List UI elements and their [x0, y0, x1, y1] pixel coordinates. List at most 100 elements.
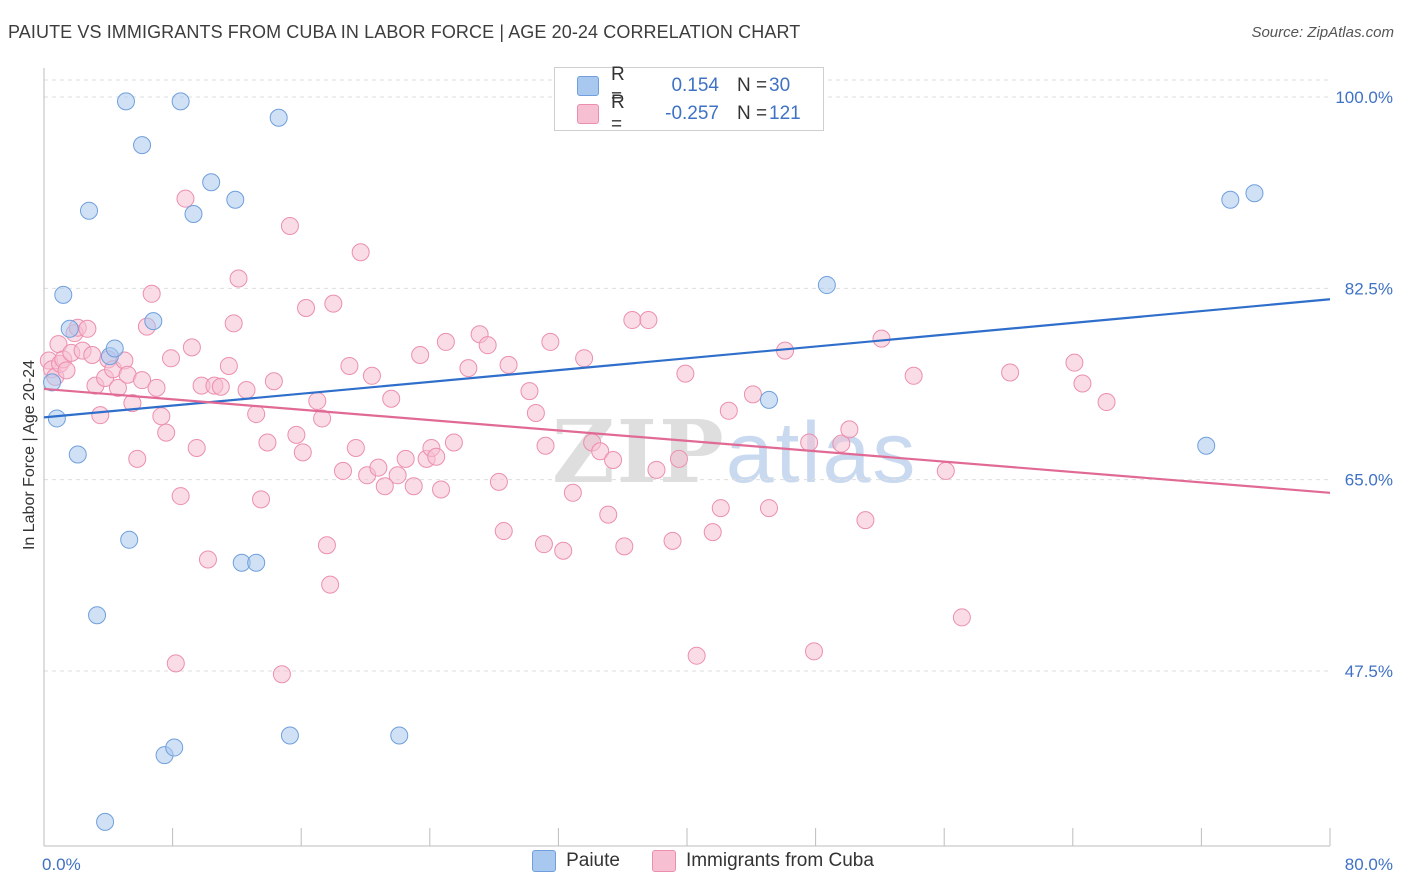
cuba-point	[1073, 374, 1092, 393]
cuba-point	[247, 405, 266, 424]
y-tick-label: 100.0%	[1335, 88, 1393, 107]
cuba-point	[133, 371, 152, 390]
chart-title: PAIUTE VS IMMIGRANTS FROM CUBA IN LABOR …	[8, 22, 801, 42]
cuba-point	[280, 217, 299, 236]
cuba-point	[719, 401, 738, 420]
paiute-point	[133, 136, 152, 155]
y-axis-title: In Labor Force | Age 20-24	[21, 360, 38, 550]
cuba-trend-line	[43, 387, 1331, 494]
cuba-point	[432, 480, 451, 499]
cuba-point	[166, 654, 185, 673]
cuba-point	[388, 466, 407, 485]
series-paiute	[43, 92, 1264, 831]
cuba-point	[615, 537, 634, 556]
x-tick-label-max: 80.0%	[1345, 855, 1393, 874]
trend-lines	[43, 298, 1331, 494]
cuba-point	[382, 389, 401, 408]
axis-labels: 100.0% 82.5% 65.0% 47.5% 0.0% 80.0% In Labor F…	[21, 88, 1393, 874]
paiute-point	[68, 445, 87, 464]
zipatlas-watermark: ZIPatlas	[552, 402, 917, 503]
r-label: R =	[611, 64, 625, 107]
cuba-point	[804, 642, 823, 661]
legend-row-paiute: R = 0.154 N = 30	[577, 64, 790, 107]
cuba-point	[237, 381, 256, 400]
n-value: 121	[769, 103, 801, 124]
r-label: R =	[611, 92, 625, 135]
paiute-swatch	[532, 850, 557, 872]
legend-item-cuba: Immigrants from Cuba	[651, 850, 874, 872]
cuba-point	[57, 361, 76, 380]
cuba-point	[362, 366, 381, 385]
cuba-point	[272, 665, 291, 684]
series-legend: Paiute Immigrants from Cuba	[0, 850, 1406, 872]
cuba-point	[639, 311, 658, 330]
cuba-point	[224, 314, 243, 333]
cuba-point	[293, 443, 312, 462]
cuba-point	[536, 436, 555, 455]
legend-label-cuba: Immigrants from Cuba	[685, 850, 874, 871]
paiute-point	[1221, 190, 1240, 209]
cuba-point	[108, 378, 127, 397]
y-tick-label: 47.5%	[1345, 662, 1393, 681]
cuba-point	[687, 646, 706, 665]
paiute-point	[116, 92, 135, 111]
correlation-legend: R = 0.154 N = 30 R = -0.257 N = 121	[554, 64, 824, 135]
cuba-point	[534, 535, 553, 554]
cuba-point	[297, 299, 316, 318]
paiute-point	[759, 390, 778, 409]
cuba-swatch	[651, 850, 676, 872]
paiute-point	[269, 108, 288, 127]
paiute-trend-line	[43, 298, 1331, 419]
paiute-point	[1197, 436, 1216, 455]
cuba-point	[171, 487, 190, 506]
cuba-point	[676, 364, 695, 383]
paiute-point	[88, 606, 107, 625]
cuba-point	[663, 531, 682, 550]
cuba-point	[520, 382, 539, 401]
cuba-point	[78, 319, 97, 338]
cuba-point	[427, 447, 446, 466]
paiute-point	[43, 373, 62, 392]
cuba-point	[324, 294, 343, 313]
cuba-point	[1097, 393, 1116, 412]
cuba-point	[1065, 353, 1084, 372]
cuba-point	[219, 356, 238, 375]
cuba-point	[258, 433, 277, 452]
cuba-point	[396, 449, 415, 468]
cuba-point	[872, 329, 891, 348]
cuba-point	[287, 425, 306, 444]
cuba-point	[623, 311, 642, 330]
cuba-point	[494, 522, 513, 541]
paiute-point	[247, 553, 266, 572]
paiute-point	[144, 312, 163, 331]
cuba-point	[128, 449, 147, 468]
cuba-point	[375, 477, 394, 496]
cuba-point	[1001, 363, 1020, 382]
paiute-point	[96, 812, 115, 831]
cuba-point	[211, 377, 230, 396]
series-immigrants-from-cuba	[39, 189, 1116, 684]
cuba-point	[554, 541, 573, 560]
cuba-point	[759, 499, 778, 518]
paiute-point	[390, 726, 409, 745]
cuba-point	[459, 359, 478, 378]
cuba-point	[333, 461, 352, 480]
paiute-swatch	[577, 76, 599, 96]
cuba-point	[832, 434, 851, 453]
cuba-point	[743, 385, 762, 404]
cuba-point	[229, 269, 248, 288]
cuba-point	[340, 356, 359, 375]
y-tick-label: 65.0%	[1345, 471, 1393, 490]
paiute-point	[226, 190, 245, 209]
cuba-point	[711, 499, 730, 518]
y-tick-label: 82.5%	[1345, 279, 1393, 298]
cuba-swatch	[577, 104, 599, 124]
paiute-point	[47, 409, 66, 428]
cuba-point	[599, 505, 618, 524]
cuba-point	[800, 433, 819, 452]
cuba-point	[541, 332, 560, 351]
cuba-point	[321, 575, 340, 594]
cuba-point	[142, 284, 161, 303]
cuba-point	[313, 409, 332, 428]
cuba-point	[161, 349, 180, 368]
